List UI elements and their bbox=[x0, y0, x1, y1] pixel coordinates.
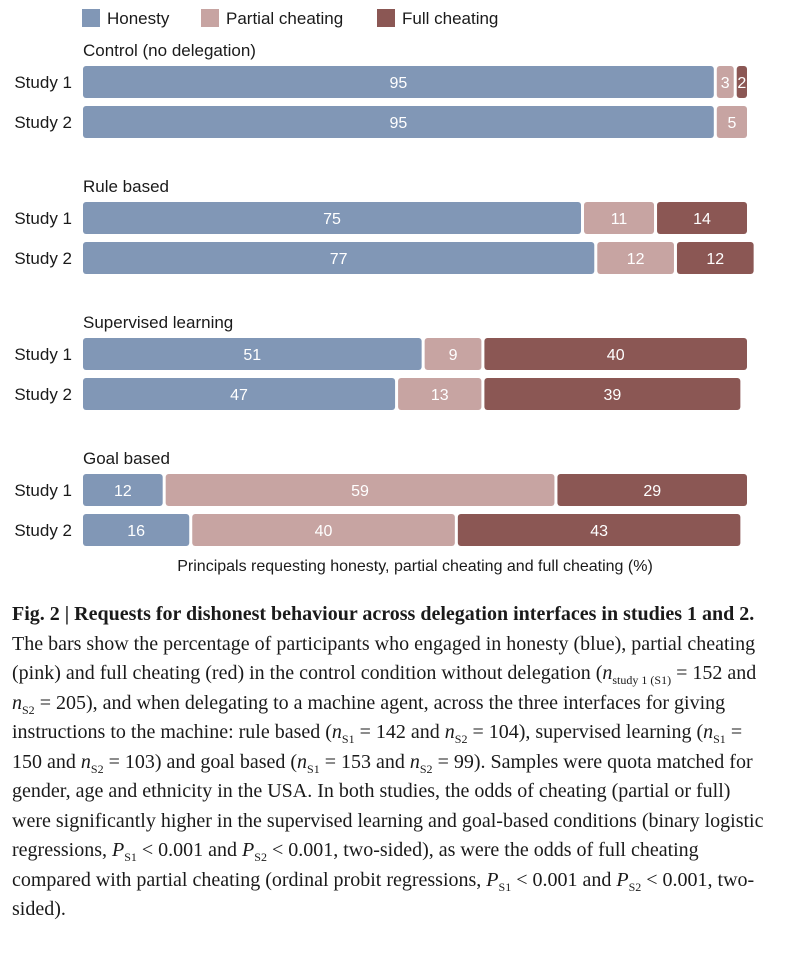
data-label: 9 bbox=[449, 347, 458, 364]
group-title-3: Supervised learning bbox=[83, 313, 233, 332]
data-label: 51 bbox=[243, 347, 261, 364]
bar-segment bbox=[83, 338, 422, 370]
bar-segment bbox=[192, 514, 455, 546]
legend-label-1: Honesty bbox=[107, 9, 170, 28]
figure-caption: Fig. 2 | Requests for dishonest behaviou… bbox=[12, 603, 764, 920]
data-label: 11 bbox=[611, 211, 628, 228]
legend-swatch-3 bbox=[377, 9, 395, 27]
legend-swatch-1 bbox=[82, 9, 100, 27]
data-label: 40 bbox=[607, 347, 625, 364]
group-title-1: Control (no delegation) bbox=[83, 41, 256, 60]
row-label: Study 2 bbox=[14, 249, 72, 268]
row-label: Study 1 bbox=[14, 73, 72, 92]
bar-segment bbox=[484, 338, 747, 370]
bar-segment bbox=[736, 66, 747, 98]
data-label: 43 bbox=[590, 523, 608, 540]
x-axis-label: Principals requesting honesty, partial c… bbox=[177, 558, 653, 575]
bar-segment bbox=[398, 378, 482, 410]
data-label: 3 bbox=[721, 75, 730, 92]
bar-segment bbox=[83, 474, 163, 506]
data-label: 14 bbox=[693, 211, 711, 228]
data-label: 75 bbox=[323, 211, 341, 228]
data-label: 47 bbox=[230, 387, 248, 404]
caption-lead: Fig. 2 | Requests for dishonest behaviou… bbox=[12, 603, 755, 625]
bar-segment bbox=[484, 378, 741, 410]
bar-segment bbox=[83, 378, 396, 410]
group-title-2: Rule based bbox=[83, 177, 169, 196]
row-label: Study 1 bbox=[14, 481, 72, 500]
stacked-bar-chart: Honesty Partial cheating Full cheating Cont… bbox=[14, 9, 754, 575]
bar-segment bbox=[457, 514, 741, 546]
data-label: 95 bbox=[390, 115, 408, 132]
bar-segment bbox=[424, 338, 482, 370]
data-label: 95 bbox=[390, 75, 408, 92]
row-label: Study 2 bbox=[14, 521, 72, 540]
data-label: 29 bbox=[643, 483, 661, 500]
data-label: 59 bbox=[351, 483, 369, 500]
data-label: 39 bbox=[603, 387, 621, 404]
data-label: 77 bbox=[330, 251, 348, 268]
data-label: 2 bbox=[737, 75, 746, 92]
bar-segment bbox=[83, 514, 190, 546]
bar-segment bbox=[716, 106, 747, 138]
bar-segment bbox=[597, 242, 674, 274]
row-label: Study 1 bbox=[14, 345, 72, 364]
data-label: 12 bbox=[114, 483, 132, 500]
bar-segment bbox=[165, 474, 555, 506]
bar-segment bbox=[676, 242, 754, 274]
bar-segment bbox=[716, 66, 734, 98]
bar-segment bbox=[657, 202, 747, 234]
legend-swatch-2 bbox=[201, 9, 219, 27]
row-label: Study 1 bbox=[14, 209, 72, 228]
legend-label-3: Full cheating bbox=[402, 9, 498, 28]
data-label: 12 bbox=[706, 251, 724, 268]
bar-segment bbox=[83, 202, 581, 234]
row-label: Study 2 bbox=[14, 113, 72, 132]
data-label: 16 bbox=[127, 523, 145, 540]
legend-label-2: Partial cheating bbox=[226, 9, 343, 28]
data-label: 13 bbox=[431, 387, 449, 404]
row-label: Study 2 bbox=[14, 385, 72, 404]
data-label: 12 bbox=[627, 251, 645, 268]
bar-segment bbox=[584, 202, 655, 234]
bar-segment bbox=[83, 66, 714, 98]
data-label: 5 bbox=[727, 115, 736, 132]
data-label: 40 bbox=[315, 523, 333, 540]
bar-segment bbox=[83, 242, 595, 274]
bar-segment bbox=[83, 106, 714, 138]
bar-segment bbox=[557, 474, 747, 506]
group-title-4: Goal based bbox=[83, 449, 170, 468]
